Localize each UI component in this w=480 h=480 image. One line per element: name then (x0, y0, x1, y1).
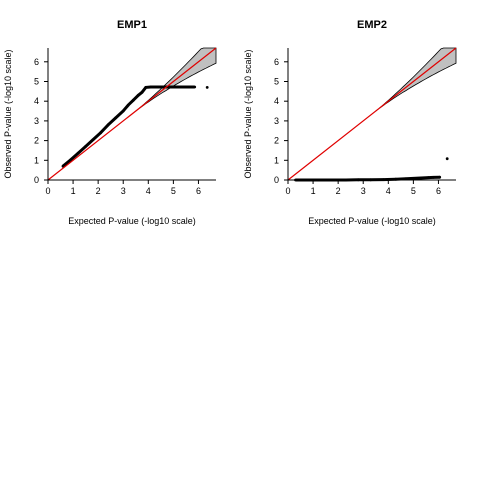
points-trace (62, 85, 195, 168)
x-tick-label: 2 (336, 186, 341, 196)
y-tick-label: 4 (274, 96, 279, 106)
x-tick-label: 6 (196, 186, 201, 196)
reference-line-group (47, 47, 217, 181)
data-point (432, 176, 435, 179)
x-tick-label: 0 (285, 186, 290, 196)
data-point (419, 176, 423, 180)
y-ticks: 0 1 2 3 4 5 6 (274, 57, 288, 185)
data-point (445, 157, 449, 161)
reference-line-group (287, 47, 457, 181)
chart-title: EMP2 (357, 19, 387, 31)
x-tick-label: 4 (146, 186, 151, 196)
data-point (126, 103, 130, 107)
reference-line (47, 47, 217, 181)
panel-emp1: EMP1 0 1 2 3 4 5 6 0 1 2 3 4 5 6 Expected P-value (-… (3, 19, 217, 226)
data-point (76, 151, 80, 155)
y-tick-label: 6 (274, 57, 279, 67)
data-point (438, 175, 442, 179)
points-group (294, 157, 449, 182)
y-ticks: 0 1 2 3 4 5 6 (34, 57, 48, 185)
reference-line (287, 47, 457, 181)
x-tick-label: 0 (45, 186, 50, 196)
x-tick-label: 3 (361, 186, 366, 196)
data-point (114, 116, 118, 120)
data-point (106, 123, 110, 127)
x-tick-label: 1 (71, 186, 76, 196)
y-tick-label: 3 (34, 116, 39, 126)
data-point (121, 109, 125, 113)
x-axis-label: Expected P-value (-log10 scale) (308, 216, 436, 226)
data-point (61, 164, 65, 168)
x-tick-label: 6 (436, 186, 441, 196)
data-point (140, 90, 144, 94)
x-tick-label: 5 (411, 186, 416, 196)
y-tick-label: 0 (274, 175, 279, 185)
data-point (427, 176, 430, 180)
panel-emp2: EMP2 0 1 2 3 4 5 6 0 1 2 3 4 5 6 Expected P-value (-… (243, 19, 457, 226)
y-tick-label: 1 (274, 155, 279, 165)
y-tick-label: 2 (274, 136, 279, 146)
x-tick-label: 5 (171, 186, 176, 196)
data-point (131, 98, 135, 102)
data-point (187, 85, 190, 89)
y-axis-label: Observed P-value (-log10 scale) (243, 49, 253, 178)
data-point (69, 158, 72, 162)
x-axis-label: Expected P-value (-log10 scale) (68, 216, 196, 226)
x-tick-label: 3 (121, 186, 126, 196)
data-point (193, 85, 197, 89)
x-tick-label: 1 (311, 186, 316, 196)
y-tick-label: 3 (274, 116, 279, 126)
y-tick-label: 0 (34, 175, 39, 185)
y-tick-label: 6 (34, 57, 39, 67)
y-tick-label: 5 (34, 76, 39, 86)
data-point (84, 145, 87, 148)
data-point (91, 138, 95, 142)
points-group (61, 85, 209, 168)
x-ticks: 0 1 2 3 4 5 6 (45, 180, 201, 196)
data-point (99, 131, 103, 135)
data-point (172, 85, 175, 89)
x-tick-label: 2 (96, 186, 101, 196)
y-axis-label: Observed P-value (-log10 scale) (3, 49, 13, 178)
data-point (179, 85, 183, 89)
data-point (149, 85, 153, 89)
y-tick-label: 1 (34, 155, 39, 165)
data-point (136, 93, 140, 97)
x-ticks: 0 1 2 3 4 5 6 (285, 180, 441, 196)
data-point (205, 86, 209, 89)
y-tick-label: 4 (34, 96, 39, 106)
x-tick-label: 4 (386, 186, 391, 196)
y-tick-label: 2 (34, 136, 39, 146)
chart-title: EMP1 (117, 19, 147, 31)
y-tick-label: 5 (274, 76, 279, 86)
data-point (412, 177, 415, 180)
data-point (144, 86, 148, 89)
data-point (156, 85, 160, 89)
